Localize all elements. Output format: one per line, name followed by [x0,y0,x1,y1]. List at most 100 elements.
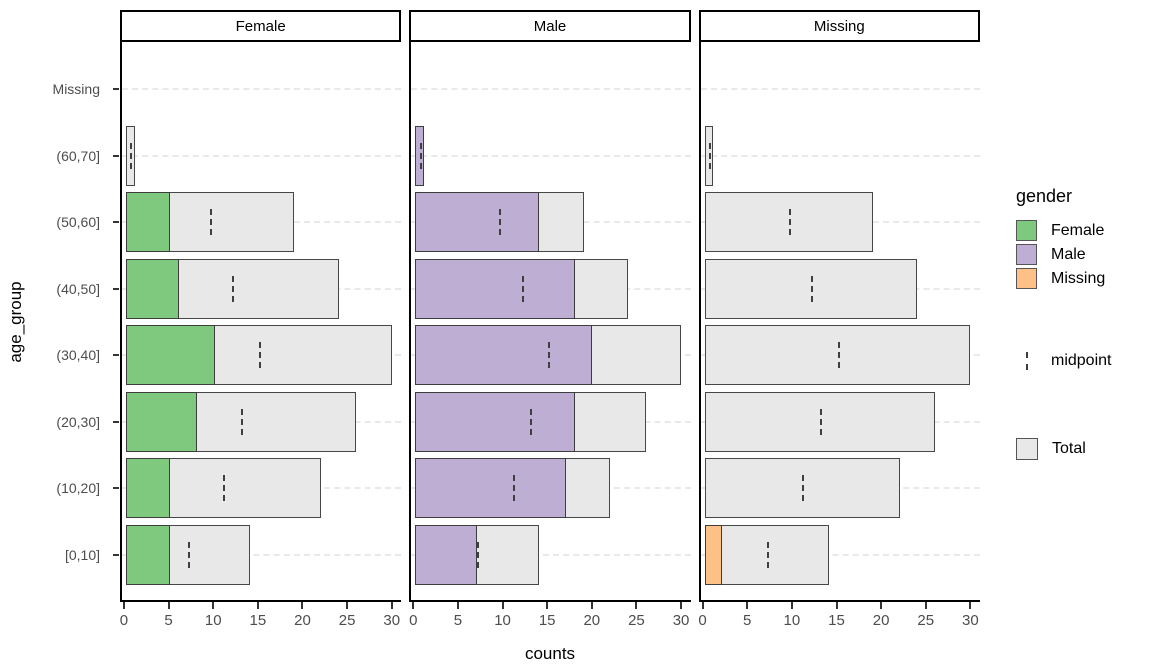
y-axis-labels: Missing (60,70] (50,60] (40,50] (30,40] (20,3… [28,42,119,602]
legend-item-female: Female [1016,219,1150,242]
midpoint-marker [223,475,226,502]
midpoint-marker [708,142,711,169]
midpoint-marker [530,408,533,435]
legend-midpoint: midpoint [1016,352,1150,370]
bar-missing [704,524,723,585]
midpoint-marker [232,275,235,302]
plot-grid: Female Male Missing Missing (60,70] (50,60… [28,10,980,670]
x-tick-label: 0 [698,612,707,629]
x-tick-mark [746,602,749,609]
x-tick-label: 0 [119,612,129,629]
midpoint-marker [819,408,822,435]
x-tick-mark [501,602,504,609]
x-tick-mark [835,602,838,609]
gridline [122,154,402,157]
y-tick-label: (30,40] [56,347,100,364]
x-tick-mark [456,602,459,609]
bar-female [125,192,171,253]
x-tick-label: 25 [338,612,356,629]
midpoint-marker [512,475,515,502]
x-tick-mark [256,602,259,609]
midpoint-marker [802,475,805,502]
x-tick-mark [680,602,683,609]
legend-item-missing: Missing [1016,267,1150,290]
gridline [411,553,691,556]
y-tick-label: (60,70] [56,147,100,164]
x-tick-mark [212,602,215,609]
x-axis-female: 0 5 10 15 20 25 30 [120,602,401,640]
legend-total-label: Total [1052,440,1086,457]
gridline [700,154,980,157]
x-tick-label: 20 [583,612,601,629]
x-tick-label: 10 [204,612,222,629]
y-tick-mark [113,553,119,556]
x-axis-male: 0 5 10 15 20 25 30 [409,602,690,640]
x-tick-mark [924,602,927,609]
y-tick-mark [113,221,119,224]
midpoint-marker [258,342,261,369]
x-tick-label: 15 [538,612,556,629]
x-tick-mark [301,602,304,609]
missing-swatch-icon [1016,268,1037,289]
x-tick-label: 15 [249,612,267,629]
x-tick-label: 0 [409,612,418,629]
bar-total [704,524,829,585]
x-tick-label: 25 [917,612,935,629]
x-tick-mark [969,602,972,609]
x-axis-title: counts [524,644,576,663]
legend-item-label: Male [1051,245,1086,263]
legend-title: gender [1016,186,1073,206]
bar-female [125,325,215,386]
y-tick-mark [113,287,119,290]
bar-male [415,524,478,585]
x-tick-mark [546,602,549,609]
midpoint-marker [419,142,422,169]
midpoint-marker [837,342,840,369]
x-tick-label: 5 [164,612,173,629]
midpoint-marker [130,142,133,169]
facet-strip-label: Missing [813,17,865,35]
midpoint-marker [766,541,769,568]
gridline [122,88,402,91]
x-tick-label: 30 [672,612,690,629]
x-tick-mark [701,602,704,609]
bar-male [415,258,575,319]
x-tick-label: 5 [743,612,752,629]
y-tick-mark [113,354,119,357]
bar-female [125,524,171,585]
x-tick-label: 30 [962,612,979,629]
x-tick-label: 15 [828,612,845,629]
bar-male [415,458,566,519]
midpoint-marker [788,209,791,236]
facet-strip-female: Female [120,10,402,42]
bar-male [415,325,593,386]
y-tick-label: [0,10] [64,546,100,563]
panel-male [409,42,691,602]
midpoint-marker [187,541,190,568]
midpoint-marker [521,275,524,302]
midpoint-marker [548,342,551,369]
y-tick-label: (10,20] [56,480,100,497]
facet-strip-missing: Missing [698,10,980,42]
x-tick-label: 10 [783,612,801,629]
legend-gender: gender Female Male Missing [1016,186,1150,291]
legend-item-male: Male [1016,243,1150,266]
y-tick-label: (50,60] [56,214,100,231]
midpoint-marker [477,541,480,568]
panel-missing [698,42,980,602]
x-tick-mark [635,602,638,609]
y-tick-mark [113,154,119,157]
y-tick-mark [113,420,119,423]
gridline [122,553,402,556]
facet-strip-label: Male [533,17,567,35]
bar-male [415,391,575,452]
y-tick-mark [113,487,119,490]
x-tick-mark [412,602,415,609]
gridline [411,154,691,157]
legend-item-label: Missing [1051,269,1106,287]
x-tick-mark [880,602,883,609]
x-tick-label: 30 [383,612,401,629]
x-tick-label: 5 [453,612,463,629]
y-axis-title: age_group [6,281,25,363]
gridline [411,88,691,91]
